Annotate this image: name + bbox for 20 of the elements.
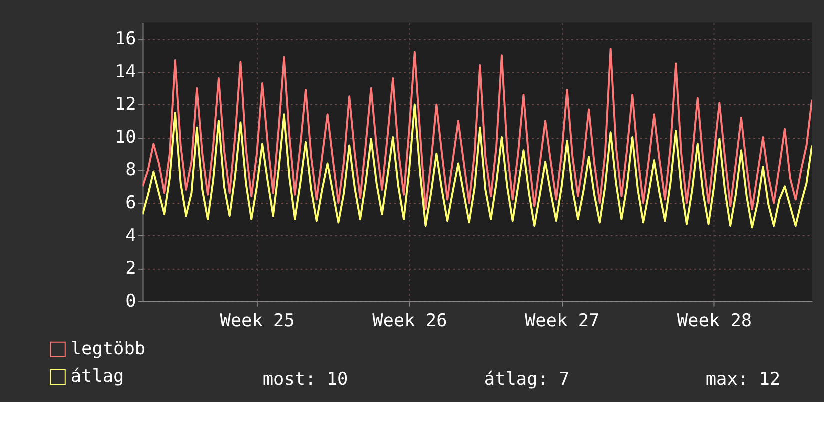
y-tick-label: 6 xyxy=(126,194,136,214)
x-tick-label: Week 26 xyxy=(372,312,448,332)
y-tick-label: 8 xyxy=(126,160,136,181)
line-series xyxy=(142,48,812,211)
text: most: 10 xyxy=(262,370,348,390)
x-tick-label: Week 28 xyxy=(677,312,752,332)
text: átlag: 7 xyxy=(484,370,570,390)
y-tick-label: 10 xyxy=(115,128,136,148)
x-tick-label: Week 25 xyxy=(220,312,295,332)
y-tick-label: 0 xyxy=(126,292,136,312)
text: max: 12 xyxy=(706,370,781,390)
y-tick-label: 16 xyxy=(115,30,136,50)
y-tick-label: 4 xyxy=(126,226,136,246)
legend-label: átlag xyxy=(70,367,124,388)
y-tick-label: 12 xyxy=(115,95,136,116)
y-tick-label: 2 xyxy=(126,259,136,280)
y-tick-label: 14 xyxy=(115,62,136,82)
x-tick-label: Week 27 xyxy=(524,312,600,332)
line-series xyxy=(142,104,812,229)
legend-label: legtöbb xyxy=(70,340,146,360)
